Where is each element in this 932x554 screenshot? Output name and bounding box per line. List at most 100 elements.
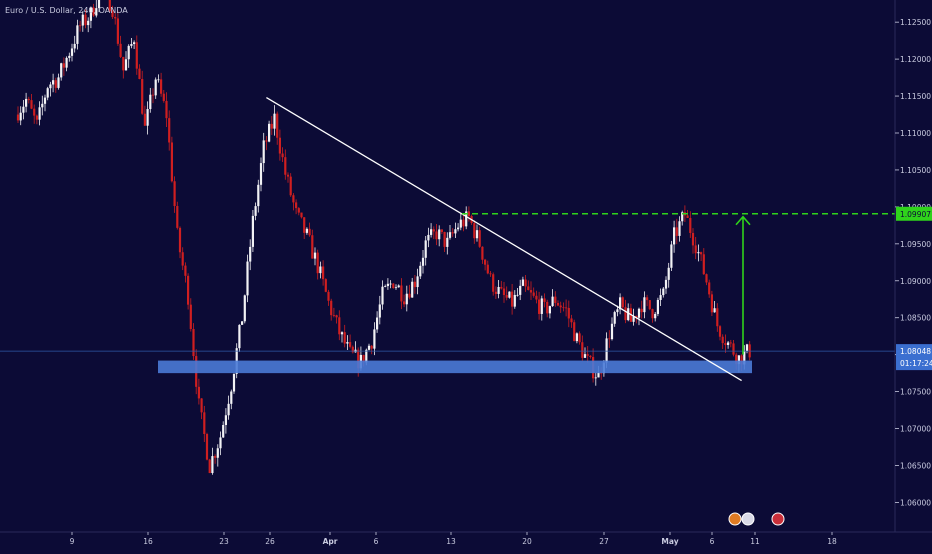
candle-body xyxy=(214,456,217,458)
candle-body xyxy=(462,219,465,227)
candle-body xyxy=(278,137,281,154)
candle-body xyxy=(16,114,20,121)
candle-body xyxy=(114,16,117,19)
candle-body xyxy=(637,308,641,318)
candle-body xyxy=(170,142,173,182)
candle-body xyxy=(30,100,33,109)
candle-body xyxy=(656,299,659,314)
candle-body xyxy=(46,88,49,98)
candle-body xyxy=(513,294,516,307)
time-tick-label: Apr xyxy=(323,537,338,546)
candle-body xyxy=(386,283,389,287)
candle-body xyxy=(435,231,438,240)
candle-body xyxy=(138,68,141,80)
candle-body xyxy=(700,252,703,255)
candle-body xyxy=(146,109,149,126)
candle-body xyxy=(322,266,325,280)
candle-body xyxy=(581,342,584,358)
candle-body xyxy=(565,307,568,309)
candle-body xyxy=(721,336,724,344)
candle-body xyxy=(573,322,576,342)
candle-body xyxy=(122,56,125,71)
time-axis-panel xyxy=(0,532,932,550)
price-tick-label: 1.09000 xyxy=(900,277,931,286)
candle-body xyxy=(381,286,384,305)
descending-trendline[interactable] xyxy=(266,96,742,382)
candle-body xyxy=(411,281,414,298)
support-zone[interactable] xyxy=(158,360,752,374)
candle-body xyxy=(332,315,335,316)
candle-body xyxy=(276,113,279,138)
candle-body xyxy=(208,459,211,474)
candle-body xyxy=(87,20,90,26)
candle-body xyxy=(559,305,562,308)
candle-body xyxy=(65,57,68,68)
candle-body xyxy=(230,391,233,404)
candle-body xyxy=(270,123,273,129)
last-price-badge[interactable] xyxy=(896,344,932,371)
candle-body xyxy=(440,229,443,232)
candle-body xyxy=(330,300,333,316)
price-tick-label: 1.12500 xyxy=(900,18,931,27)
candle-body xyxy=(397,285,400,288)
candle-body xyxy=(338,317,341,335)
candle-body xyxy=(392,283,395,289)
candle-body xyxy=(727,342,730,345)
time-tick-label: 13 xyxy=(446,537,456,546)
candle-body xyxy=(494,291,497,294)
candle-body xyxy=(33,108,36,116)
candle-body xyxy=(413,281,416,288)
candle-body xyxy=(691,232,695,246)
time-tick-label: May xyxy=(661,537,678,546)
candle-body xyxy=(141,79,144,114)
candle-body xyxy=(319,266,322,274)
candle-body xyxy=(405,293,408,305)
candle-body xyxy=(73,43,76,49)
candle-body xyxy=(400,285,403,302)
candle-body xyxy=(735,354,738,365)
candle-body xyxy=(176,206,179,228)
candle-body xyxy=(184,265,187,276)
candle-body xyxy=(92,7,95,16)
candle-body xyxy=(654,313,657,319)
candle-body xyxy=(346,342,349,344)
candle-body xyxy=(97,0,101,9)
candle-body xyxy=(743,351,746,365)
target-arrow-head[interactable] xyxy=(735,215,751,226)
candle-body xyxy=(351,346,354,353)
candle-body xyxy=(667,267,670,280)
candle-body xyxy=(227,403,230,416)
candle-body xyxy=(745,344,749,352)
price-tick-label: 1.12000 xyxy=(900,55,931,64)
candle-body xyxy=(475,230,479,239)
event-flag-icon[interactable] xyxy=(728,512,742,526)
candle-body xyxy=(600,372,603,374)
candle-body xyxy=(508,291,511,298)
candle-body xyxy=(551,296,554,307)
candle-body xyxy=(89,7,92,21)
candle-body xyxy=(467,211,470,217)
candle-body xyxy=(484,259,487,265)
candle-body xyxy=(216,448,219,458)
candle-body xyxy=(624,307,627,321)
price-axis-panel xyxy=(895,0,932,550)
candle-body xyxy=(281,153,284,158)
candle-body xyxy=(570,318,573,323)
event-flag-icon[interactable] xyxy=(771,512,785,526)
price-tick-label: 1.11500 xyxy=(900,92,931,101)
candle-body xyxy=(710,294,713,313)
event-flag-icon[interactable] xyxy=(741,512,755,526)
candle-body xyxy=(335,315,338,318)
candle-body xyxy=(54,80,57,88)
candle-body xyxy=(427,234,430,241)
target-price-badge[interactable] xyxy=(896,206,932,221)
candle-body xyxy=(562,307,565,309)
candle-body xyxy=(370,345,373,349)
annotations-layer xyxy=(0,96,895,526)
candle-body xyxy=(181,252,184,266)
time-tick-label: 9 xyxy=(70,537,75,546)
candle-body xyxy=(157,79,160,81)
candle-body xyxy=(367,345,371,350)
